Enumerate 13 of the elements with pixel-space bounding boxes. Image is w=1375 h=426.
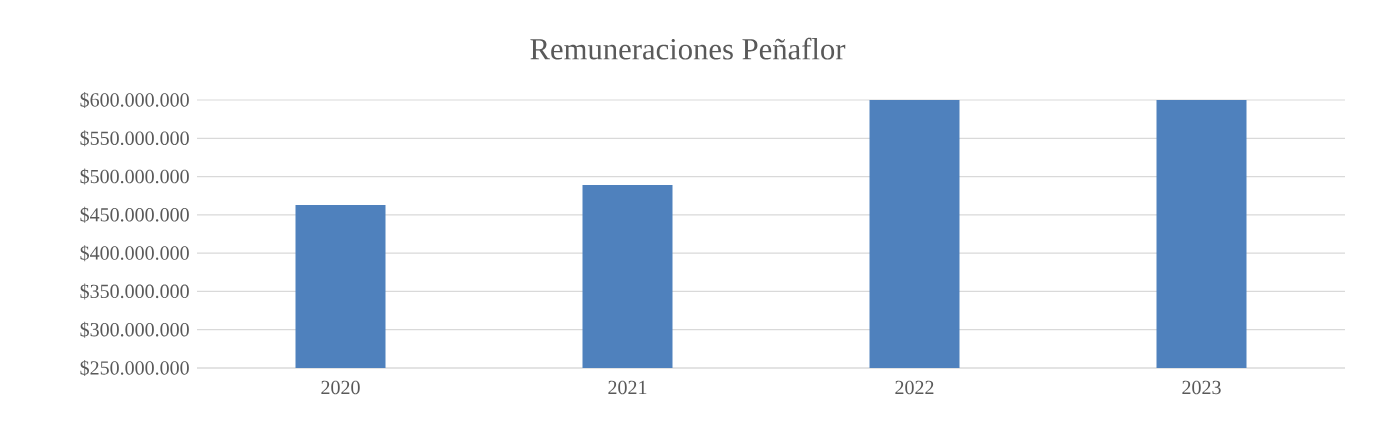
y-tick-label: $550.000.000 <box>80 130 189 147</box>
y-tick-label: $300.000.000 <box>80 321 189 338</box>
x-tick-label: 2023 <box>1182 380 1221 395</box>
y-tick-label: $400.000.000 <box>80 245 189 262</box>
y-tick-label: $500.000.000 <box>80 168 189 185</box>
y-tick-label: $250.000.000 <box>80 360 189 377</box>
x-tick-label: 2022 <box>895 380 934 395</box>
chart-title: Remuneraciones Peñaflor <box>530 37 846 60</box>
y-tick-label: $600.000.000 <box>80 92 189 109</box>
x-tick-label: 2021 <box>608 380 647 395</box>
x-tick-label: 2020 <box>321 380 360 395</box>
y-tick-label: $450.000.000 <box>80 206 189 223</box>
y-tick-label: $350.000.000 <box>80 283 189 300</box>
